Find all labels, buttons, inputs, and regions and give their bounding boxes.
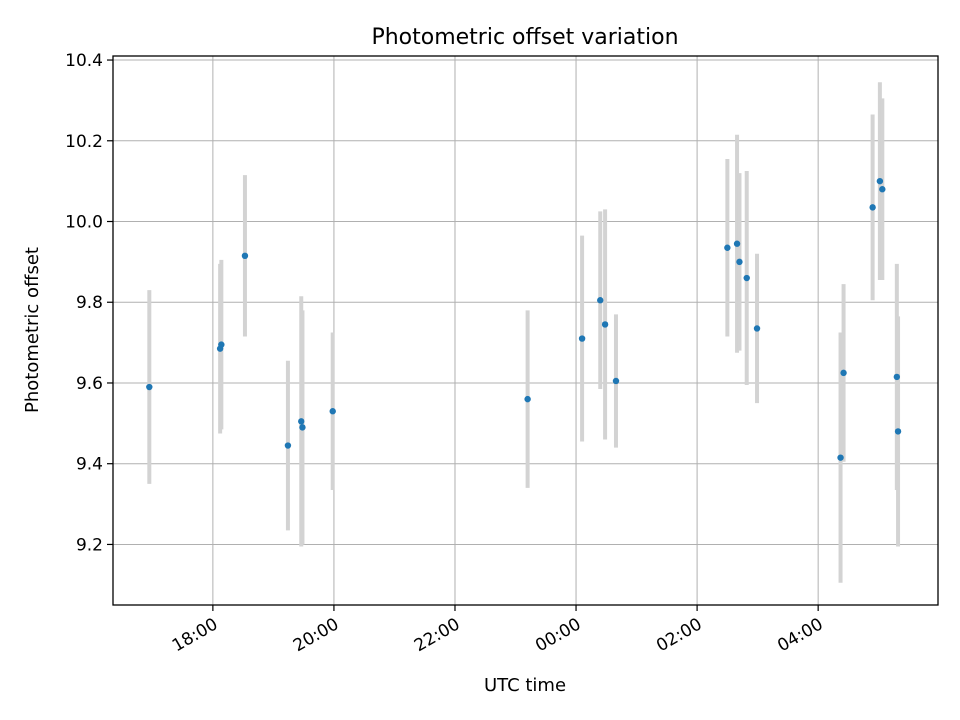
x-tick-label: 22:00 [411, 614, 463, 656]
x-tick-label: 02:00 [653, 614, 705, 656]
data-point [597, 297, 604, 304]
data-point [894, 428, 902, 435]
y-tick-label: 10.2 [65, 132, 103, 152]
y-tick-label: 10.4 [65, 51, 103, 71]
data-point [753, 325, 761, 332]
data-point [601, 321, 609, 328]
grid-lines [113, 56, 938, 605]
x-tick-label: 04:00 [774, 614, 826, 656]
y-tick-label: 9.6 [76, 374, 103, 394]
data-point [743, 274, 750, 282]
data-point [840, 369, 847, 377]
data-point [524, 395, 531, 403]
data-point [578, 335, 586, 342]
y-tick-label: 9.4 [76, 455, 103, 475]
y-tick-label: 9.8 [76, 293, 103, 313]
x-axis-label: UTC time [484, 675, 566, 696]
plot-area-frame [112, 55, 939, 606]
y-tick-label: 10.0 [65, 213, 103, 233]
data-point [879, 186, 886, 193]
data-point [736, 258, 743, 266]
x-tick-label: 18:00 [169, 614, 221, 656]
data-point [299, 424, 306, 431]
y-axis-label: Photometric offset [22, 247, 43, 413]
data-point [218, 341, 225, 348]
data-point [893, 373, 901, 381]
data-point [329, 408, 336, 415]
data-point [876, 177, 884, 185]
data-point [724, 244, 731, 251]
chart-title: Photometric offset variation [371, 25, 678, 50]
data-point [612, 377, 620, 385]
data-point [284, 442, 292, 449]
data-point [837, 454, 844, 461]
data-point [733, 240, 741, 247]
axis-ticks: 18:00 20:00 22:00 00:00 02:00 04:00 9.2 9.4 9.6 9… [65, 51, 827, 656]
data-point [241, 252, 249, 260]
x-tick-label: 00:00 [532, 614, 584, 656]
data-points [146, 177, 902, 461]
error-bars [147, 82, 901, 583]
data-point [869, 204, 876, 211]
y-tick-label: 9.2 [76, 535, 103, 555]
data-point [146, 383, 153, 391]
data-point [298, 418, 305, 425]
x-tick-label: 20:00 [290, 614, 342, 656]
